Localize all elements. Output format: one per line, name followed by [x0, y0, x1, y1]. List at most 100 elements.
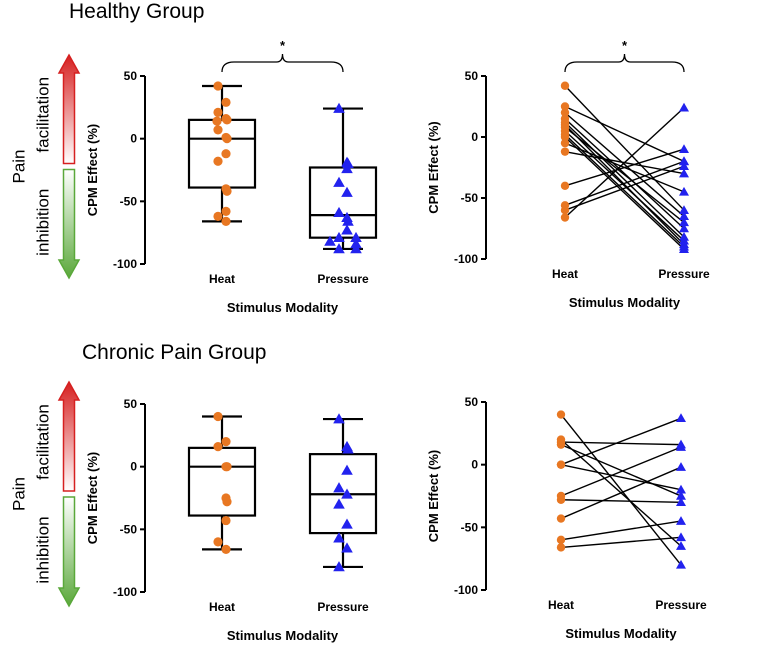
chronic-box-y-tick-label: -100: [113, 585, 137, 599]
chronic-paired-heat-point: [556, 514, 566, 523]
chronic-paired-heat-point: [556, 543, 566, 552]
healthy-box-pressure-point: [324, 235, 336, 246]
healthy-box-pressure-point: [333, 231, 345, 243]
chronic-paired-pressure-point: [676, 462, 686, 471]
healthy-box-pressure-point: [341, 186, 353, 197]
healthy-box-pressure-point: [350, 243, 362, 254]
healthy-box-heat-point: [222, 134, 232, 144]
healthy-box-significance-star: *: [280, 38, 286, 53]
healthy-paired-heat-point: [560, 81, 570, 90]
chronic-paired-heat-point: [556, 495, 566, 504]
healthy-paired-y-axis-title: CPM Effect (%): [426, 121, 441, 213]
chronic-box-x-tick-label: Heat: [209, 600, 235, 614]
healthy-paired-pressure-point: [679, 217, 689, 227]
chronic-box-box-heat: [187, 446, 257, 517]
healthy-paired-pair-line: [564, 160, 685, 206]
chronic-box-pressure-point: [342, 443, 354, 454]
healthy-paired-pair-line: [564, 112, 685, 217]
healthy-paired-y-tick-label: -100: [454, 252, 478, 266]
healthy-paired-pressure-point: [679, 186, 689, 196]
chronic-paired-pressure-point: [676, 491, 686, 500]
chronic-box-heat-point: [222, 462, 232, 472]
chronic-paired-pressure-point: [676, 442, 686, 451]
healthy-paired-pressure-point: [679, 223, 689, 233]
healthy-paired-x-tick-label: Pressure: [658, 267, 710, 281]
chronic-box-pressure-point: [341, 518, 353, 529]
chronic-box-pressure-point: [333, 532, 345, 543]
chronic-box-y-tick-label: 50: [124, 397, 138, 411]
chronic-paired-y-tick-label: 50: [465, 395, 479, 409]
healthy-paired-heat-point: [560, 138, 570, 148]
healthy-box-heat-point: [221, 149, 231, 159]
chronic-box-y-tick-label: -50: [120, 522, 138, 536]
chronic-paired-heat-point: [556, 410, 566, 419]
pain-title-chronic: Pain: [9, 477, 28, 511]
healthy-box-pressure-point: [341, 162, 353, 174]
pain-inhibition-label-healthy: inhibition: [33, 189, 52, 256]
chronic-box-x-tick-label: Pressure: [317, 600, 369, 614]
healthy-box-heat-point: [222, 186, 232, 196]
healthy-paired-significance-star: *: [622, 38, 628, 53]
chronic-paired-x-axis-title: Stimulus Modality: [565, 626, 677, 641]
healthy-box-y-tick-label: -100: [113, 257, 137, 271]
chronic-paired-pressure-point: [676, 516, 686, 525]
healthy-paired-pair-line: [564, 124, 685, 245]
healthy-paired-x-tick-label: Heat: [552, 267, 578, 281]
chronic-paired-pressure-point: [676, 413, 686, 423]
healthy-paired-pressure-point: [679, 205, 689, 214]
chronic-box-pressure-point: [341, 488, 353, 499]
healthy-box-heat-point: [212, 116, 222, 126]
chronic-paired-pair-line: [560, 446, 682, 497]
healthy-box-heat-point: [213, 125, 223, 135]
chronic-box-heat-point: [213, 537, 223, 547]
healthy-paired-pressure-point: [679, 235, 689, 245]
chronic-box-heat-point: [213, 411, 223, 422]
healthy-paired-pair-line: [564, 121, 685, 238]
chronic-paired-y-tick-label: -100: [454, 583, 478, 597]
chronic-paired-y-tick-label: -50: [461, 520, 479, 534]
healthy-box-pressure-point: [333, 206, 345, 217]
healthy-paired-pressure-point: [679, 211, 689, 221]
chronic-box-heat-point: [221, 437, 231, 447]
healthy-box-heat-point: [213, 211, 223, 221]
healthy-box-heat-point: [213, 107, 223, 117]
healthy-paired-pressure-point: [679, 102, 689, 112]
healthy-box-y-axis-title: CPM Effect (%): [85, 124, 100, 216]
chronic-paired-pair-line: [560, 443, 682, 497]
healthy-box-pressure-point: [342, 157, 354, 169]
chronic-box-y-tick-label: 0: [130, 460, 137, 474]
chronic-box-heat-point: [221, 515, 231, 526]
chronic-paired-x-tick-label: Pressure: [655, 598, 707, 612]
chronic-box-pressure-point: [333, 482, 345, 493]
healthy-paired-pair-line: [564, 118, 685, 230]
healthy-box-pressure-point: [341, 224, 353, 235]
chronic-box-pressure-point: [341, 464, 353, 475]
chronic-paired-heat-point: [556, 460, 566, 469]
healthy-paired-y-tick-label: -50: [461, 191, 479, 205]
chronic-box-pressure-point: [333, 498, 345, 509]
chronic-paired-pair-line: [560, 414, 682, 566]
pain-title-healthy: Pain: [9, 149, 28, 183]
chronic-paired-pressure-point: [676, 532, 686, 542]
chronic-paired-pair-line: [560, 441, 682, 446]
healthy-box-heat-point: [221, 97, 231, 107]
healthy-box-y-tick-label: -50: [120, 194, 138, 208]
chronic-box-y-axis-title: CPM Effect (%): [85, 452, 100, 544]
healthy-box-heat-point: [213, 156, 223, 166]
chronic-paired-pressure-point: [676, 541, 686, 550]
pain-arrow-up-chronic: [57, 380, 81, 492]
healthy-paired-heat-point: [560, 213, 570, 222]
healthy-paired-pressure-point: [679, 168, 689, 178]
healthy-paired-heat-point: [560, 147, 570, 156]
chronic-box-pressure-point: [341, 542, 353, 553]
healthy-paired-significance-bracket: [564, 53, 685, 73]
healthy-box-box-pressure: [308, 166, 378, 239]
healthy-box-y-tick-label: 50: [124, 69, 138, 83]
healthy-paired-pair-line: [564, 85, 685, 211]
healthy-paired-heat-point: [560, 108, 570, 117]
healthy-box-pressure-point: [350, 231, 362, 243]
chronic-paired-pair-line: [560, 466, 682, 520]
chronic-paired-pair-line: [560, 463, 682, 491]
healthy-paired-heat-point: [560, 102, 570, 111]
